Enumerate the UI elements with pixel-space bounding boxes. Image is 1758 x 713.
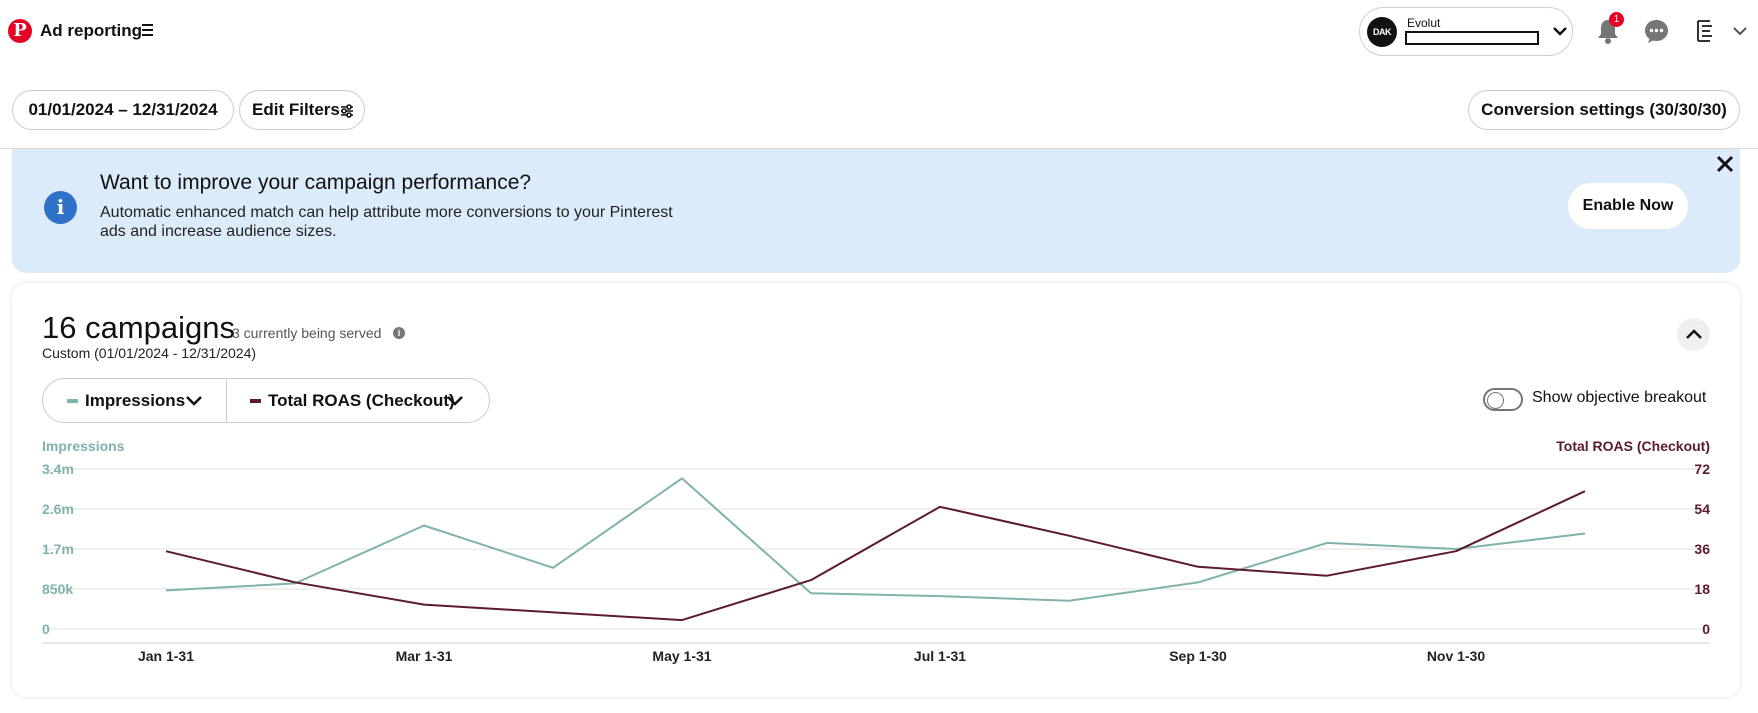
collapse-button[interactable] [1677,318,1710,351]
chevron-down-icon[interactable] [1733,26,1747,36]
left-tick-label: 850k [42,581,73,597]
x-tick-label: May 1-31 [652,648,711,664]
campaigns-served-text: 3 currently being served [232,325,382,341]
right-tick-label: 0 [1702,621,1710,637]
toggle-label: Show objective breakout [1532,389,1707,406]
notification-badge: 1 [1609,12,1624,27]
x-tick-label: Nov 1-30 [1427,648,1486,664]
account-switcher[interactable]: DAK Evolut [1359,7,1573,56]
right-tick-label: 36 [1694,541,1710,557]
metric-label[interactable]: Total ROAS (Checkout) [268,391,455,410]
left-tick-label: 0 [42,621,50,637]
metric-selector: Impressions Total ROAS (Checkout) [42,378,490,423]
filter-sliders-icon [341,104,353,118]
account-id-redacted [1405,31,1539,45]
app-title[interactable]: Ad reporting [40,21,142,40]
account-avatar: DAK [1367,17,1397,47]
campaigns-date-range: Custom (01/01/2024 - 12/31/2024) [42,345,257,361]
x-tick-label: Mar 1-31 [396,648,453,664]
top-bar: P Ad reporting DAK Evolut 1 [0,0,1758,64]
close-icon[interactable] [1715,154,1735,174]
right-axis-label: Total ROAS (Checkout) [1556,438,1710,454]
divider [0,148,1758,149]
pinterest-logo-icon[interactable]: P [8,19,32,43]
left-tick-label: 1.7m [42,541,74,557]
left-tick-label: 2.6m [42,501,74,517]
messages-icon[interactable] [1644,19,1669,44]
chevron-down-icon [1553,27,1567,36]
edit-filters-label: Edit Filters [252,100,340,119]
chevron-up-icon [1686,329,1702,339]
info-icon: i [44,191,77,224]
metric-swatch [67,399,78,403]
enable-now-button[interactable]: Enable Now [1568,183,1688,229]
chevron-down-icon[interactable] [186,395,202,406]
enhanced-match-banner: i Want to improve your campaign performa… [12,149,1740,273]
account-name: Evolut [1407,16,1441,30]
business-menu-icon[interactable] [1696,20,1714,42]
performance-chart: 3.4m 72 2.6m 54 1.7m 36 850k 18 0 0 Impressions Tot… [42,438,1710,664]
metric-swatch [250,399,261,403]
divider [226,379,227,422]
series-line-roas [165,490,1586,622]
right-tick-label: 54 [1694,501,1710,517]
right-tick-label: 18 [1694,581,1710,597]
campaigns-title: 16 campaigns [42,310,236,345]
right-tick-label: 72 [1694,461,1710,477]
objective-breakout-toggle[interactable] [1483,388,1523,411]
x-tick-label: Sep 1-30 [1169,648,1227,664]
conversion-settings-button[interactable]: Conversion settings (30/30/30) [1468,90,1740,130]
menu-icon[interactable] [142,24,153,39]
toggle-knob [1487,392,1504,409]
date-range-button[interactable]: 01/01/2024 – 12/31/2024 [12,90,234,130]
campaigns-card: 16 campaigns 3 currently being served i … [12,283,1740,697]
left-tick-label: 3.4m [42,461,74,477]
banner-title: Want to improve your campaign performanc… [100,171,532,194]
left-axis-label: Impressions [42,438,125,454]
x-tick-label: Jan 1-31 [138,648,194,664]
x-tick-label: Jul 1-31 [914,648,966,664]
series-line-impressions [165,477,1586,602]
metric-label[interactable]: Impressions [85,391,186,410]
edit-filters-button[interactable]: Edit Filters [239,90,365,130]
info-icon[interactable]: i [393,327,405,339]
banner-body: Automatic enhanced match can help attrib… [100,204,673,240]
chevron-down-icon[interactable] [447,395,463,406]
